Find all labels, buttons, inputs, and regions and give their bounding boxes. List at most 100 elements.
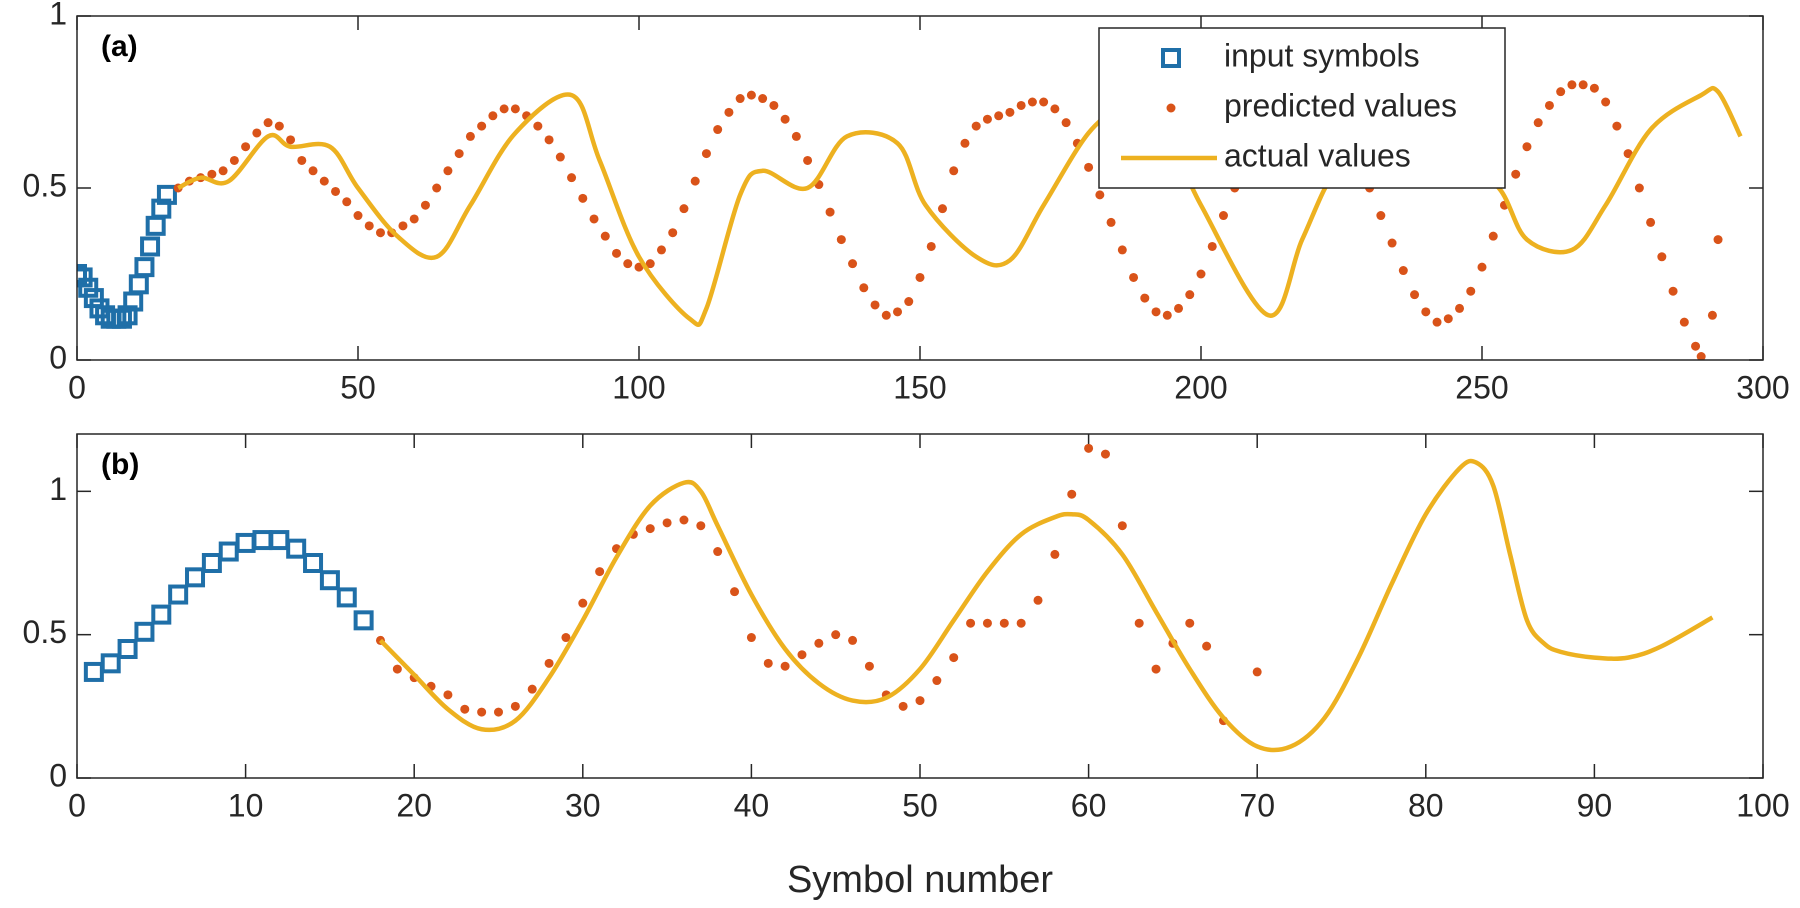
actual-line	[378, 458, 1714, 753]
predicted-dot	[477, 121, 487, 131]
predicted-dot	[1387, 238, 1397, 248]
input-square	[77, 264, 87, 284]
predicted-dot	[758, 94, 768, 104]
predicted-dot	[859, 283, 869, 293]
x-tick-label: 10	[228, 787, 264, 823]
predicted-dot	[870, 300, 880, 310]
predicted-dot	[971, 121, 981, 131]
predicted-dot	[1634, 183, 1644, 193]
predicted-dot	[331, 186, 341, 196]
predicted-dot	[454, 149, 464, 159]
predicted-dot	[465, 131, 475, 141]
input-square	[134, 621, 155, 642]
input-square	[140, 236, 161, 257]
predicted-dot	[1106, 217, 1116, 227]
predicted-dot	[527, 684, 537, 694]
legend-dot	[1166, 103, 1176, 113]
predicted-dot	[746, 90, 756, 100]
predicted-dot	[724, 107, 734, 117]
predicted-dot	[1005, 107, 1015, 117]
legend-label: predicted values	[1224, 87, 1457, 123]
predicted-dot	[780, 114, 790, 124]
predicted-dot	[274, 121, 284, 131]
predicted-dot	[668, 228, 678, 238]
x-tick-label: 50	[340, 369, 376, 405]
predicted-dot	[612, 248, 622, 258]
predicted-dot	[1455, 303, 1465, 313]
predicted-dot	[1488, 231, 1498, 241]
predicted-dot	[1067, 489, 1077, 499]
predicted-dot	[1218, 211, 1228, 221]
x-tick-label: 200	[1174, 369, 1227, 405]
predicted-dot	[1466, 286, 1476, 296]
predicted-dot	[1477, 262, 1487, 272]
predicted-dot	[1623, 149, 1633, 159]
x-tick-label: 300	[1736, 369, 1789, 405]
predicted-dot	[791, 131, 801, 141]
predicted-dot	[1612, 121, 1622, 131]
predicted-dot	[1196, 269, 1206, 279]
predicted-dot	[645, 524, 655, 534]
x-tick-label: 30	[565, 787, 601, 823]
predicted-dot	[780, 661, 790, 671]
series-group	[77, 80, 1743, 360]
predicted-dot	[994, 111, 1004, 121]
predicted-dot	[960, 138, 970, 148]
x-tick-label: 250	[1455, 369, 1508, 405]
predicted-dot	[432, 183, 442, 193]
y-tick-label: 1	[49, 471, 67, 507]
legend-square	[1161, 48, 1181, 68]
predicted-dot	[825, 207, 835, 217]
predicted-dot	[679, 204, 689, 214]
predicted-dot	[1174, 303, 1184, 313]
predicted-dot	[364, 221, 374, 231]
predicted-dot	[797, 650, 807, 660]
predicted-dot	[1207, 241, 1217, 251]
predicted-dot	[696, 521, 706, 531]
predicted-dot	[409, 214, 419, 224]
predicted-dot	[353, 211, 363, 221]
input-square	[83, 288, 104, 309]
predicted-dot	[510, 104, 520, 114]
predicted-dot	[1050, 549, 1060, 559]
predicted-dot	[864, 661, 874, 671]
x-tick-label: 100	[1736, 787, 1789, 823]
x-tick-label: 20	[396, 787, 432, 823]
predicted-dot	[375, 228, 385, 238]
predicted-dot	[881, 310, 891, 320]
axes-box	[76, 433, 1764, 779]
predicted-dot	[1151, 307, 1161, 317]
input-square	[336, 587, 357, 608]
predicted-dot	[1679, 317, 1689, 327]
legend-label: actual values	[1224, 137, 1411, 173]
predicted-dot	[982, 618, 992, 628]
x-tick-label: 0	[68, 787, 86, 823]
predicted-dot	[1134, 618, 1144, 628]
predicted-dot	[1129, 272, 1139, 282]
predicted-dot	[544, 658, 554, 668]
predicted-dot	[1100, 449, 1110, 459]
predicted-dot	[769, 100, 779, 110]
predicted-dot	[1095, 190, 1105, 200]
predicted-dot	[904, 297, 914, 307]
input-square	[168, 584, 189, 605]
plot-area	[77, 16, 1763, 360]
input-square	[151, 604, 172, 625]
predicted-dot	[1691, 341, 1701, 351]
predicted-dot	[746, 633, 756, 643]
input-square	[134, 257, 155, 278]
predicted-dot	[578, 598, 588, 608]
predicted-dot	[803, 155, 813, 165]
predicted-dot	[595, 567, 605, 577]
predicted-dot	[1398, 266, 1408, 276]
predicted-dot	[1578, 80, 1588, 90]
predicted-dot	[600, 231, 610, 241]
predicted-dot	[898, 701, 908, 711]
predicted-dot	[1567, 80, 1577, 90]
x-tick-label: 50	[902, 787, 938, 823]
predicted-dot	[949, 166, 959, 176]
predicted-dot	[567, 173, 577, 183]
predicted-dot	[966, 618, 976, 628]
predicted-dot	[836, 235, 846, 245]
